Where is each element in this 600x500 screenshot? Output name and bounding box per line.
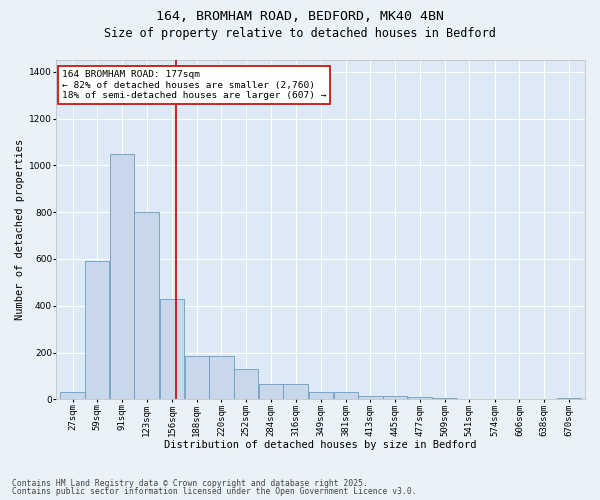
Bar xyxy=(209,356,234,400)
Bar xyxy=(358,396,383,400)
Bar xyxy=(433,398,457,400)
Bar xyxy=(234,369,259,400)
Bar xyxy=(259,384,283,400)
Bar xyxy=(61,392,85,400)
Text: Contains public sector information licensed under the Open Government Licence v3: Contains public sector information licen… xyxy=(12,487,416,496)
Bar xyxy=(309,392,333,400)
X-axis label: Distribution of detached houses by size in Bedford: Distribution of detached houses by size … xyxy=(164,440,477,450)
Bar xyxy=(557,398,581,400)
Bar xyxy=(283,384,308,400)
Bar xyxy=(134,212,159,400)
Text: 164 BROMHAM ROAD: 177sqm
← 82% of detached houses are smaller (2,760)
18% of sem: 164 BROMHAM ROAD: 177sqm ← 82% of detach… xyxy=(62,70,326,100)
Bar xyxy=(85,262,109,400)
Bar xyxy=(110,154,134,400)
Bar xyxy=(185,356,209,400)
Text: Contains HM Land Registry data © Crown copyright and database right 2025.: Contains HM Land Registry data © Crown c… xyxy=(12,478,368,488)
Text: 164, BROMHAM ROAD, BEDFORD, MK40 4BN: 164, BROMHAM ROAD, BEDFORD, MK40 4BN xyxy=(156,10,444,23)
Text: Size of property relative to detached houses in Bedford: Size of property relative to detached ho… xyxy=(104,28,496,40)
Bar xyxy=(160,299,184,400)
Bar xyxy=(334,392,358,400)
Y-axis label: Number of detached properties: Number of detached properties xyxy=(15,139,25,320)
Bar xyxy=(407,397,432,400)
Bar xyxy=(383,396,407,400)
